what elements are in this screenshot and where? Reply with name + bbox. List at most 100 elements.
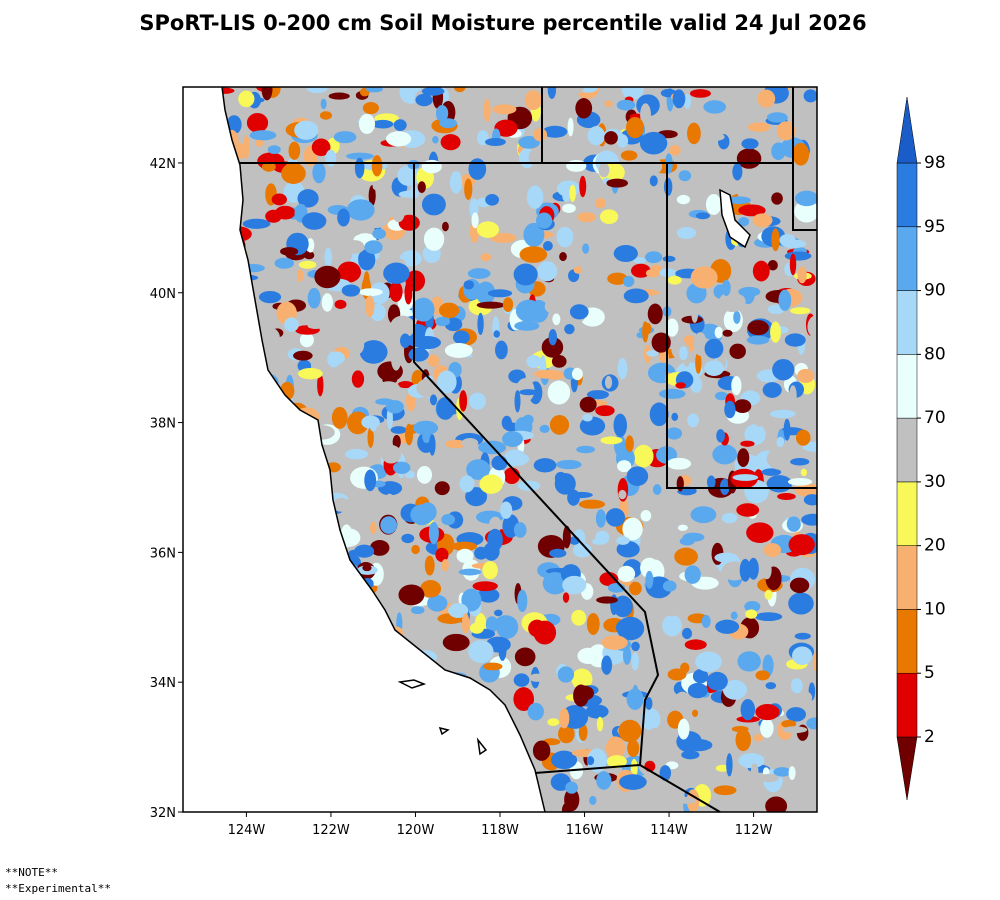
field-patch — [784, 689, 813, 707]
field-patch — [761, 249, 786, 269]
field-patch — [333, 131, 357, 144]
field-patch — [661, 604, 681, 617]
field-patch — [255, 139, 264, 147]
lat-label: 36N — [150, 546, 176, 561]
field-patch — [494, 609, 503, 617]
field-patch — [306, 87, 328, 94]
field-patch — [765, 796, 788, 812]
field-patch — [744, 424, 766, 446]
field-patch — [766, 475, 793, 493]
field-patch — [271, 193, 287, 206]
field-patch — [662, 580, 677, 592]
field-patch — [678, 170, 692, 182]
field-patch — [562, 525, 571, 549]
field-patch — [483, 98, 491, 123]
field-patch — [527, 702, 544, 721]
field-patch — [420, 580, 442, 598]
field-patch — [399, 333, 411, 348]
field-patch — [496, 615, 519, 639]
field-patch — [803, 89, 817, 103]
field-patch — [721, 279, 731, 297]
field-patch — [410, 606, 425, 615]
field-patch — [493, 330, 500, 338]
field-patch — [645, 570, 654, 589]
field-patch — [368, 185, 376, 207]
field-patch — [799, 322, 808, 331]
field-patch — [526, 355, 542, 369]
colorbar-label: 30 — [924, 472, 946, 492]
field-patch — [747, 122, 771, 132]
colorbar-segment — [896, 290, 918, 355]
field-patch — [468, 158, 487, 180]
field-patch — [666, 427, 683, 440]
field-patch — [359, 340, 388, 364]
field-patch — [337, 261, 362, 283]
lon-label: 116W — [566, 823, 604, 838]
field-patch — [249, 130, 277, 141]
field-patch — [617, 565, 636, 583]
field-patch — [298, 367, 323, 380]
field-patch — [575, 98, 593, 119]
field-patch — [615, 618, 642, 638]
field-patch — [438, 302, 460, 319]
field-patch — [513, 687, 535, 711]
field-patch — [621, 312, 643, 329]
field-patch — [369, 418, 378, 432]
field-patch — [500, 501, 513, 519]
field-patch — [451, 541, 478, 551]
field-patch — [559, 252, 567, 262]
lat-label: 38N — [150, 417, 176, 432]
lon-label: 122W — [312, 823, 350, 838]
field-patch — [502, 297, 514, 313]
field-patch — [706, 475, 716, 489]
field-patch — [293, 350, 313, 361]
field-patch — [787, 477, 813, 486]
field-patch — [601, 655, 613, 675]
field-patch — [687, 413, 699, 428]
field-patch — [690, 376, 703, 393]
field-patch — [458, 568, 482, 576]
field-patch — [789, 577, 810, 594]
field-patch — [601, 635, 628, 650]
field-patch — [779, 233, 796, 247]
field-patch — [577, 647, 599, 665]
field-patch — [331, 406, 348, 429]
field-patch — [641, 708, 661, 731]
field-patch — [599, 209, 619, 225]
field-patch — [762, 382, 782, 398]
field-patch — [682, 532, 705, 542]
field-patch — [659, 388, 686, 399]
field-patch — [408, 347, 429, 362]
field-patch — [790, 307, 811, 315]
lat-label: 42N — [150, 157, 176, 172]
field-patch — [327, 351, 341, 368]
field-patch — [562, 575, 587, 595]
field-patch — [513, 673, 530, 687]
field-patch — [607, 272, 628, 285]
field-patch — [362, 101, 379, 115]
field-patch — [616, 134, 629, 148]
colorbar-segment — [896, 609, 918, 674]
field-patch — [544, 299, 561, 314]
field-patch — [448, 603, 469, 619]
field-patch — [319, 111, 332, 120]
field-patch — [738, 752, 765, 769]
field-patch — [732, 163, 743, 181]
field-patch — [482, 561, 498, 580]
field-patch — [617, 460, 632, 473]
field-patch — [633, 444, 654, 468]
field-patch — [389, 315, 415, 339]
field-patch — [569, 184, 576, 202]
field-patch — [415, 93, 433, 107]
field-patch — [764, 589, 773, 600]
field-patch — [605, 508, 626, 527]
field-patch — [632, 684, 639, 702]
field-patch — [347, 411, 369, 435]
field-patch — [314, 265, 341, 289]
field-patch — [617, 358, 628, 380]
field-patch — [731, 725, 749, 733]
colorbar-label: 95 — [924, 217, 946, 237]
field-patch — [495, 340, 508, 360]
field-patch — [674, 547, 698, 566]
field-patch — [745, 609, 758, 619]
